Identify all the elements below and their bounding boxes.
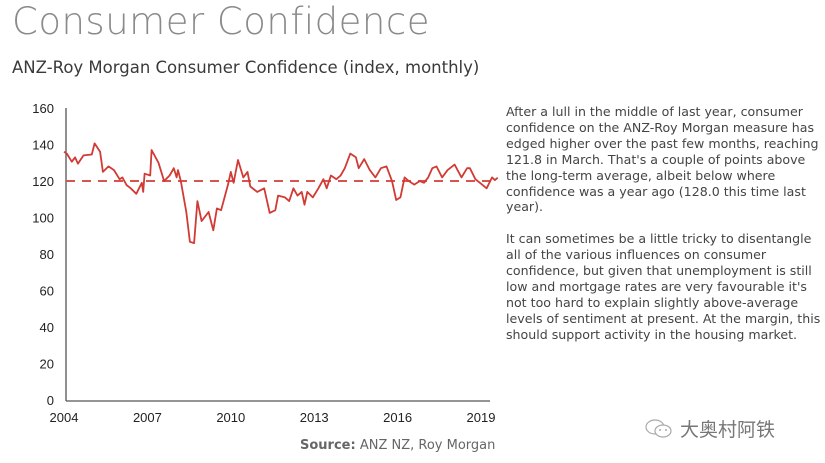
commentary: After a lull in the middle of last year,… bbox=[506, 104, 824, 359]
x-tick-label: 2019 bbox=[467, 410, 496, 425]
y-tick-label: 0 bbox=[47, 393, 54, 408]
y-tick-label: 60 bbox=[40, 284, 54, 299]
source-text: ANZ NZ, Roy Morgan bbox=[359, 438, 496, 453]
watermark: 大奥村阿铁 bbox=[644, 415, 775, 442]
page-title: Consumer Confidence bbox=[12, 0, 430, 43]
x-axis-ticks: 2004 2007 2010 2013 2016 2019 bbox=[50, 410, 496, 425]
x-tick-label: 2007 bbox=[133, 410, 162, 425]
x-tick-label: 2013 bbox=[300, 410, 329, 425]
y-tick-label: 160 bbox=[32, 101, 54, 116]
y-tick-label: 20 bbox=[40, 357, 54, 372]
commentary-paragraph-1: After a lull in the middle of last year,… bbox=[506, 104, 819, 215]
y-tick-label: 100 bbox=[32, 211, 54, 226]
source-label: Source: bbox=[300, 438, 356, 453]
y-tick-label: 120 bbox=[32, 174, 54, 189]
series-line-consumer-confidence bbox=[63, 142, 499, 245]
watermark-text: 大奥村阿铁 bbox=[680, 420, 776, 441]
chart-subtitle: ANZ-Roy Morgan Consumer Confidence (inde… bbox=[12, 58, 480, 77]
x-tick-label: 2010 bbox=[216, 410, 245, 425]
y-tick-label: 40 bbox=[40, 320, 54, 335]
wechat-icon bbox=[645, 418, 672, 438]
y-tick-label: 140 bbox=[32, 138, 54, 153]
y-tick-label: 80 bbox=[40, 247, 54, 262]
commentary-paragraph-2: It can sometimes be a little tricky to d… bbox=[506, 231, 821, 342]
x-tick-label: 2016 bbox=[383, 410, 412, 425]
source-note: Source: ANZ NZ, Roy Morgan bbox=[300, 438, 495, 453]
x-tick-label: 2004 bbox=[50, 410, 79, 425]
y-axis-ticks: 0 20 40 60 80 100 120 140 160 bbox=[32, 101, 54, 408]
